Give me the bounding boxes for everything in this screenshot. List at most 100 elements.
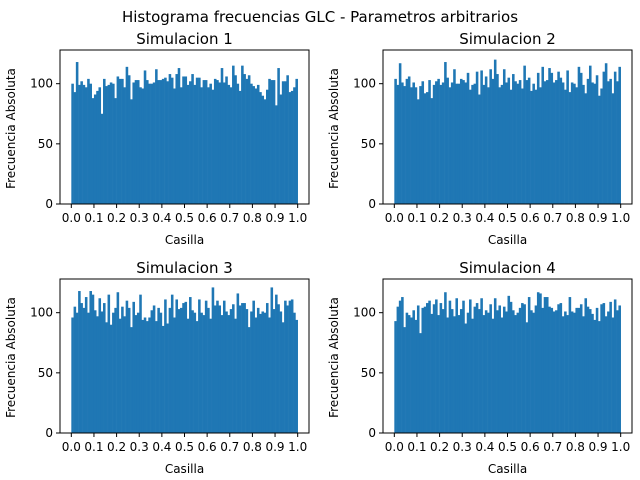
histogram-bar [232,65,235,204]
histogram-bar [82,307,86,434]
histogram-bar [168,74,172,204]
histogram-bar [73,92,77,204]
histogram-bar [281,322,285,433]
x-tick-label: 0.8 [566,211,585,225]
histogram-bar [250,311,253,433]
histogram-bar [109,324,113,433]
histogram-bar [516,312,520,433]
histogram-bar [250,83,253,204]
x-tick-label: 0.1 [84,211,103,225]
histogram-bar [150,83,154,204]
histogram-bar [263,99,267,204]
subplot-3-plot: 0.0 0.1 0.2 0.3 0.4 0.5 0.6 0.7 0.8 0.9 1.0 0 50 100 [30,278,310,454]
histogram-bar [173,317,176,433]
histogram-bar [245,309,249,433]
histogram-bar [543,297,547,433]
histogram-bar [168,307,172,434]
histogram-bar [164,299,167,433]
histogram-bar [150,310,154,433]
histogram-bar [275,294,278,433]
bars [71,287,298,434]
histogram-bar [557,304,560,433]
histogram-bar [543,81,547,204]
histogram-bar [143,70,147,204]
histogram-bar [127,307,131,434]
histogram-bar [193,312,197,433]
histogram-bar [218,82,222,204]
subplot-1-title: Simulacion 1 [136,30,233,48]
histogram-bar [509,89,513,204]
histogram-bar [421,81,425,204]
histogram-bar [480,298,483,433]
histogram-bar [268,78,271,205]
histogram-bar [265,303,269,433]
y-tick-label: 100 [353,306,376,320]
histogram-bar [198,77,201,204]
histogram-bar [100,113,104,204]
histogram-bar [444,62,447,204]
histogram-bar [598,321,601,433]
bars [394,59,621,205]
histogram-bar [611,93,615,204]
x-tick-label: 0.7 [543,440,562,454]
histogram-bar [435,299,438,433]
histogram-bar [514,315,517,433]
histogram-bar [134,80,138,204]
histogram-bar [478,94,481,204]
histogram-bar [71,317,74,433]
histogram-bar [175,299,179,433]
histogram-bar [161,325,165,433]
histogram-bar [496,74,499,204]
histogram-bar [166,323,169,433]
histogram-bar [532,312,535,433]
histogram-bar [575,87,578,204]
histogram-bar [607,311,610,433]
x-tick-label: 0.9 [588,440,607,454]
histogram-bar [448,300,452,433]
histogram-bar [541,307,545,434]
histogram-bar [441,309,445,433]
histogram-bar [604,316,608,433]
subplot-1-xlabel: Casilla [165,233,204,247]
histogram-bar [146,80,149,204]
histogram-bar [256,84,260,204]
histogram-bar [435,81,438,204]
histogram-bar [548,306,551,433]
histogram-bar [96,90,99,204]
histogram-bar [148,317,151,433]
histogram-bar [175,74,179,204]
histogram-bar [252,86,255,204]
histogram-bar [118,318,122,433]
histogram-bar [252,300,255,433]
histogram-bar [139,87,142,204]
histogram-bar [211,287,215,433]
histogram-bar [491,318,495,433]
histogram-bar [604,63,608,205]
histogram-bar [457,315,461,433]
histogram-bar [550,72,554,204]
histogram-bar [130,99,133,204]
y-tick-label: 100 [30,77,53,91]
histogram-bar [487,87,490,204]
bars [71,62,298,205]
x-tick-label: 0.5 [498,211,517,225]
histogram-bar [93,94,97,204]
histogram-bar [401,82,404,204]
histogram-bar [507,295,511,433]
histogram-bar [152,305,156,433]
histogram-bar [548,68,551,204]
x-tick-label: 0.6 [198,440,217,454]
histogram-bar [586,78,590,205]
histogram-bar [177,68,181,204]
histogram-bar [484,76,488,204]
histogram-bar [509,301,513,433]
x-tick-label: 0.4 [475,211,494,225]
histogram-bar [134,315,138,433]
histogram-bar [114,307,117,434]
histogram-bar [213,78,217,205]
histogram-bar [170,77,174,204]
histogram-bar [437,78,440,205]
histogram-bar [107,294,111,433]
y-tick-label: 0 [368,197,376,211]
x-tick-label: 0.9 [265,440,284,454]
